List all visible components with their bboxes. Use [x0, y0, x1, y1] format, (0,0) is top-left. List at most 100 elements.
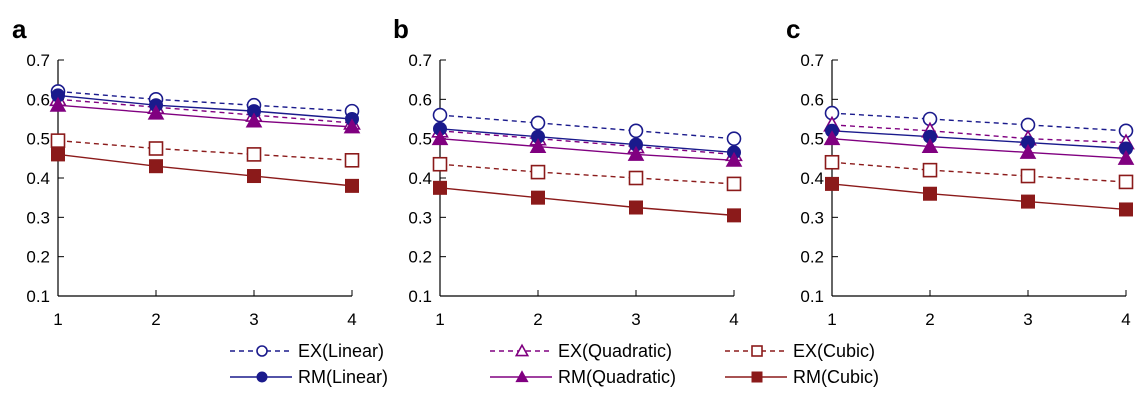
legend-marker: [256, 345, 268, 357]
series-markers: [51, 147, 359, 193]
data-point: [727, 208, 741, 223]
x-tick-label: 1: [435, 310, 444, 329]
y-tick-label: 0.6: [800, 90, 824, 109]
data-point: [431, 130, 449, 146]
y-tick-label: 0.1: [408, 287, 432, 306]
legend-item: EX(Quadratic): [490, 341, 672, 361]
y-tick-label: 0.1: [800, 287, 824, 306]
series-line: [831, 183, 1127, 211]
data-point: [49, 96, 67, 112]
data-point: [432, 107, 448, 123]
series-markers: [433, 180, 741, 223]
series-markers: [823, 130, 1135, 165]
series-markers: [432, 107, 742, 146]
y-tick-label: 0.1: [26, 287, 50, 306]
series-line: [831, 124, 1127, 144]
data-point: [147, 104, 165, 120]
series-line: [831, 137, 1127, 160]
series-markers: [50, 84, 360, 119]
series-markers: [432, 156, 742, 192]
y-tick-label: 0.3: [800, 208, 824, 227]
legend-item: EX(Linear): [230, 341, 384, 361]
data-point: [148, 141, 164, 156]
series-line: [439, 137, 735, 161]
data-point: [726, 131, 742, 146]
data-point: [246, 147, 262, 162]
x-tick-label: 3: [249, 310, 258, 329]
series-line: [439, 114, 735, 140]
data-point: [1019, 143, 1037, 159]
data-point: [922, 162, 938, 178]
data-point: [1020, 117, 1036, 133]
data-point: [345, 178, 359, 193]
series-markers: [49, 96, 361, 134]
data-point: [245, 112, 263, 128]
data-point: [433, 180, 447, 195]
series-line: [57, 98, 353, 124]
y-tick-label: 0.3: [26, 208, 50, 227]
panel-label: c: [786, 14, 800, 44]
data-point: [726, 176, 742, 192]
y-tick-label: 0.4: [800, 169, 824, 188]
y-tick-label: 0.7: [26, 51, 50, 70]
legend-label: RM(Cubic): [793, 367, 879, 387]
panel-c: c 0.1 0.2 0.3 0.4 0.5 0.6 0.7 1 2 3 4: [786, 14, 1135, 329]
series-line: [57, 90, 353, 112]
data-point: [529, 138, 547, 154]
legend-label: EX(Linear): [298, 341, 384, 361]
data-point: [921, 138, 939, 154]
series-line: [439, 128, 735, 154]
series-line: [831, 130, 1127, 150]
series-markers: [824, 154, 1134, 190]
data-point: [247, 169, 261, 184]
x-tick-label: 3: [631, 310, 640, 329]
y-tick-label: 0.5: [408, 130, 432, 149]
x-tick-label: 2: [533, 310, 542, 329]
y-tick-label: 0.4: [26, 169, 50, 188]
series-line: [57, 153, 353, 187]
legend-marker: [751, 371, 763, 383]
legend-marker: [256, 371, 268, 383]
data-point: [628, 123, 644, 139]
legend-marker: [515, 370, 529, 383]
series-line: [57, 104, 353, 128]
legend-item: RM(Cubic): [725, 367, 879, 387]
data-point: [432, 156, 448, 172]
data-point: [824, 154, 840, 170]
data-point: [530, 115, 546, 131]
y-tick-label: 0.2: [800, 248, 824, 267]
data-point: [50, 133, 66, 148]
data-point: [343, 118, 361, 134]
panel-b: b 0.1 0.2 0.3 0.4 0.5 0.6 0.7 1 2 3 4: [393, 14, 743, 329]
data-point: [149, 159, 163, 174]
y-tick-label: 0.3: [408, 208, 432, 227]
data-point: [628, 170, 644, 186]
y-tick-label: 0.5: [26, 130, 50, 149]
data-point: [823, 130, 841, 146]
panel-a: a 0.1 0.2 0.3 0.4 0.5 0.6 0.7 1 2 3 4: [12, 14, 361, 329]
series-line: [831, 112, 1127, 132]
y-tick-label: 0.5: [800, 130, 824, 149]
data-point: [1117, 149, 1135, 165]
legend-item: EX(Cubic): [725, 341, 875, 361]
x-tick-label: 4: [729, 310, 738, 329]
x-tick-label: 3: [1023, 310, 1032, 329]
x-tick-label: 4: [1121, 310, 1130, 329]
data-point: [530, 164, 546, 180]
series-line: [57, 94, 353, 120]
y-tick-label: 0.2: [26, 248, 50, 267]
data-point: [1021, 194, 1035, 209]
data-point: [1119, 202, 1133, 217]
data-point: [825, 176, 839, 191]
legend-item: RM(Quadratic): [490, 367, 676, 387]
data-point: [725, 151, 743, 167]
series-line: [439, 130, 735, 156]
chart-panels: a 0.1 0.2 0.3 0.4 0.5 0.6 0.7 1 2 3 4 b 0.1 0.2 0.3 0.4 0…: [12, 14, 1135, 329]
panel-label: b: [393, 14, 409, 44]
panel-label: a: [12, 14, 27, 44]
data-point: [531, 190, 545, 205]
y-tick-label: 0.6: [26, 90, 50, 109]
series-line: [831, 161, 1127, 183]
legend-label: RM(Linear): [298, 367, 388, 387]
legend: EX(Linear) EX(Quadratic) EX(Cubic) RM(Linea…: [230, 341, 879, 387]
